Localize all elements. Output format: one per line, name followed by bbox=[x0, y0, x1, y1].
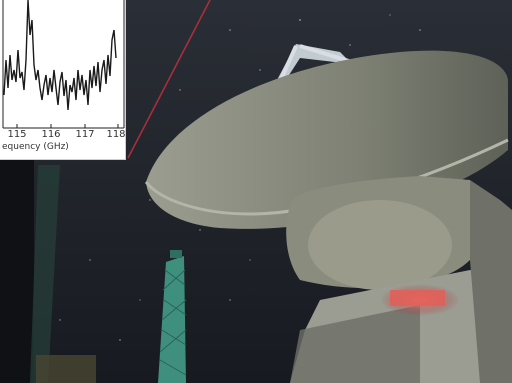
left-structure bbox=[30, 165, 60, 383]
x-tick-label: 118 bbox=[106, 129, 126, 140]
x-tick-label: 117 bbox=[75, 129, 95, 140]
right-support-arm bbox=[470, 180, 512, 383]
pedestal-shadow bbox=[290, 305, 420, 383]
x-axis-label: equency (GHz) bbox=[2, 142, 69, 152]
receiver-cabin bbox=[308, 200, 452, 290]
lattice-tower bbox=[158, 250, 187, 383]
spectrum-plot-area bbox=[2, 0, 125, 129]
red-light bbox=[390, 290, 445, 306]
spectrum-inset-plot: 115 116 117 118 equency (GHz) bbox=[0, 0, 126, 160]
ground-structure bbox=[36, 355, 96, 383]
dish-rim bbox=[144, 138, 509, 216]
laser-beam bbox=[127, 0, 211, 159]
left-dark-strip bbox=[0, 160, 34, 383]
spectrum-trace bbox=[3, 0, 117, 111]
x-tick-label: 115 bbox=[7, 129, 27, 140]
x-tick-label: 116 bbox=[41, 129, 61, 140]
